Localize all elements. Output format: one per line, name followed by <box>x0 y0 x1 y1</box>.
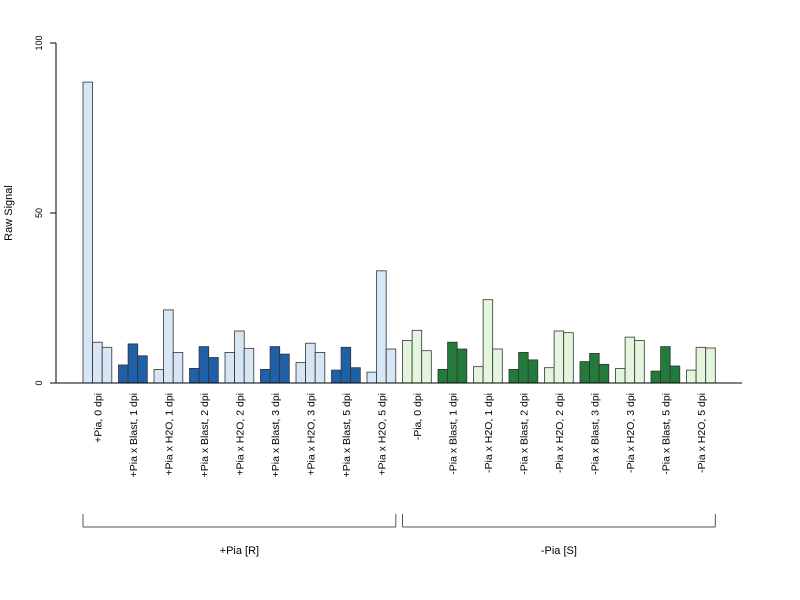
bar <box>527 359 539 384</box>
bar <box>563 332 574 384</box>
bar <box>686 369 697 384</box>
bar <box>295 362 307 384</box>
bar <box>615 367 626 384</box>
category-label: -Pia x H2O, 1 dpi <box>483 393 495 473</box>
category-labels: +Pia, 0 dpi +Pia x Blast, 1 dpi +Pia x H2O… <box>92 393 708 477</box>
category-label: +Pia x H2O, 1 dpi <box>163 393 175 476</box>
bar <box>447 341 458 384</box>
category-label: +Pia x Blast, 1 dpi <box>128 393 140 477</box>
bar <box>376 270 387 384</box>
bar <box>589 353 600 384</box>
bar <box>669 365 681 384</box>
bar <box>402 340 413 384</box>
bar <box>456 348 468 384</box>
bar <box>153 368 165 384</box>
bar <box>508 368 520 384</box>
bar <box>224 351 236 384</box>
category-label: -Pia x H2O, 3 dpi <box>625 393 637 473</box>
bar <box>331 369 342 384</box>
category-label: -Pia x Blast, 5 dpi <box>660 393 672 475</box>
bar <box>92 341 103 384</box>
bar <box>260 368 271 384</box>
category-label: +Pia x Blast, 2 dpi <box>199 393 211 477</box>
bar <box>82 81 94 384</box>
bar <box>624 336 636 384</box>
bar <box>163 309 174 384</box>
category-label: -Pia x H2O, 2 dpi <box>554 393 566 473</box>
bar <box>314 351 326 384</box>
category-label: +Pia x Blast, 5 dpi <box>341 393 353 477</box>
bar <box>473 366 484 384</box>
bar <box>411 329 423 384</box>
bar <box>553 330 565 384</box>
bar <box>279 353 290 384</box>
bar <box>598 363 610 384</box>
category-label: +Pia x Blast, 3 dpi <box>270 393 282 477</box>
bar <box>305 342 316 384</box>
y-ticks: 0 50 100 <box>34 35 56 386</box>
category-label: +Pia x H2O, 3 dpi <box>305 393 317 476</box>
category-label: -Pia, 0 dpi <box>412 393 424 440</box>
y-axis-title: Raw Signal <box>3 185 15 241</box>
bar <box>385 348 397 384</box>
bar <box>437 368 449 384</box>
bar <box>579 361 591 384</box>
bar <box>544 367 555 384</box>
bar <box>366 371 378 384</box>
category-label: +Pia, 0 dpi <box>92 393 104 443</box>
bar <box>172 351 184 384</box>
bar <box>660 346 671 384</box>
bar <box>118 364 129 384</box>
bar <box>269 346 281 384</box>
y-tick-label: 0 <box>34 380 44 385</box>
category-label: +Pia x H2O, 5 dpi <box>376 393 388 476</box>
group-label: -Pia [S] <box>541 545 577 557</box>
y-tick-label: 100 <box>34 35 44 50</box>
category-label: -Pia x Blast, 3 dpi <box>589 393 601 475</box>
category-label: -Pia x H2O, 5 dpi <box>696 393 708 473</box>
bar <box>198 346 210 384</box>
bar <box>350 367 361 384</box>
bar <box>208 357 219 384</box>
bar <box>650 370 662 384</box>
bar <box>340 346 352 384</box>
y-tick-label: 50 <box>34 208 44 218</box>
bar <box>234 330 245 384</box>
bar <box>127 343 139 384</box>
group-brackets: +Pia [R] -Pia [S] <box>82 514 716 557</box>
bar <box>518 351 529 384</box>
category-label: -Pia x Blast, 2 dpi <box>518 393 530 475</box>
category-label: +Pia x H2O, 2 dpi <box>234 393 246 476</box>
bar <box>137 355 148 384</box>
bar <box>189 367 200 384</box>
bar <box>243 347 255 384</box>
bar <box>634 340 645 384</box>
bar <box>421 350 432 384</box>
bar <box>705 347 716 384</box>
bar <box>492 348 503 384</box>
axes-layer <box>55 43 742 384</box>
bar <box>695 346 707 384</box>
bars-layer <box>82 81 716 384</box>
bar <box>101 346 113 384</box>
bar <box>482 299 494 384</box>
category-label: -Pia x Blast, 1 dpi <box>447 393 459 475</box>
group-label: +Pia [R] <box>220 545 259 557</box>
